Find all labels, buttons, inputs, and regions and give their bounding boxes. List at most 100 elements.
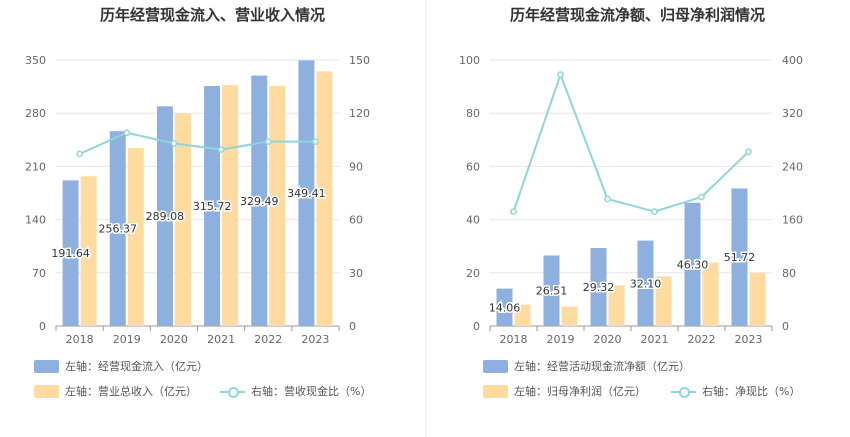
- y-right-tick-label: 160: [782, 214, 803, 227]
- x-tick-label: 2020: [160, 333, 188, 346]
- ratio-point: [312, 138, 319, 145]
- bar-data-label: 51.72: [724, 251, 756, 264]
- ratio-point: [76, 150, 83, 158]
- x-tick-label: 2023: [735, 333, 763, 346]
- bar-secondary: [749, 272, 766, 326]
- ratio-point: [698, 193, 705, 201]
- y-left-tick-label: 140: [25, 214, 46, 227]
- y-right-tick-label: 0: [782, 320, 789, 333]
- ratio-point: [604, 195, 611, 203]
- y-right-tick-label: 320: [782, 107, 803, 120]
- y-left-tick-label: 80: [466, 107, 480, 120]
- x-tick-label: 2018: [500, 333, 528, 346]
- y-right-tick-label: 0: [349, 320, 356, 333]
- bar-data-label: 329.49: [240, 195, 279, 208]
- y-right-tick-label: 60: [349, 214, 363, 227]
- legend-item-net-cash-ratio[interactable]: 右轴：净现比（%）: [671, 383, 800, 399]
- y-right-tick-label: 120: [349, 107, 370, 120]
- bar-data-label: 256.37: [99, 223, 138, 236]
- bar-secondary: [127, 148, 144, 326]
- ratio-point: [217, 146, 225, 153]
- y-left-tick-label: 350: [25, 54, 46, 67]
- legend-swatch-orange: [483, 384, 508, 398]
- bar-secondary: [608, 285, 625, 326]
- bar-primary: [62, 180, 79, 326]
- chart-panel-left: 历年经营现金流入、营业收入情况 0 70 140 210 280 350 0 30 60 90 12…: [25, 6, 371, 399]
- bar-primary: [543, 255, 560, 326]
- bar-data-label: 26.51: [536, 285, 568, 298]
- legend-item-revenue-cash-ratio[interactable]: 右轴：营收现金比（%）: [220, 383, 371, 399]
- bar-secondary: [514, 304, 531, 326]
- legend-item-revenue[interactable]: 左轴：营业总收入（亿元）: [34, 383, 197, 399]
- ratio-point: [510, 208, 517, 215]
- legend-label: 左轴：经营活动现金流净额（亿元）: [514, 360, 690, 373]
- bar-primary: [109, 131, 126, 326]
- bar-data-label: 289.08: [146, 210, 185, 223]
- bar-data-label: 315.72: [193, 200, 232, 213]
- bar-primary: [684, 202, 701, 326]
- y-left-tick-label: 60: [466, 160, 480, 173]
- legend-swatch-blue: [483, 359, 508, 373]
- legend-item-cash-inflow[interactable]: 左轴：经营现金流入（亿元）: [34, 358, 208, 374]
- y-right-tick-label: 240: [782, 160, 803, 173]
- bar-primary: [637, 240, 654, 326]
- legend-label: 左轴：营业总收入（亿元）: [65, 385, 197, 398]
- bar-primary: [496, 288, 513, 326]
- ratio-point: [557, 71, 564, 78]
- ratio-line: [512, 71, 750, 213]
- ratio-point: [123, 129, 131, 137]
- bar-data-label: 32.10: [630, 277, 662, 290]
- y-left-tick-label: 0: [473, 320, 480, 333]
- ratio-line: [79, 131, 316, 155]
- y-right-tick-label: 90: [349, 160, 363, 173]
- x-tick-label: 2020: [594, 333, 622, 346]
- bar-secondary: [702, 262, 719, 326]
- y-right-tick-label: 400: [782, 54, 803, 67]
- bar-secondary: [80, 176, 97, 326]
- ratio-point: [651, 208, 658, 215]
- x-tick-label: 2021: [207, 333, 235, 346]
- legend-item-net-cash-flow[interactable]: 左轴：经营活动现金流净额（亿元）: [483, 358, 690, 374]
- x-tick-label: 2019: [547, 333, 575, 346]
- y-right-tick-label: 80: [782, 267, 796, 280]
- legend-line-marker-icon: [671, 385, 696, 398]
- y-left-tick-label: 100: [459, 54, 480, 67]
- y-left-tick-label: 210: [25, 160, 46, 173]
- x-tick-label: 2022: [688, 333, 716, 346]
- legend-item-net-profit[interactable]: 左轴：归母净利润（亿元）: [483, 383, 646, 399]
- legend-label: 左轴：经营现金流入（亿元）: [65, 360, 208, 373]
- legend-label: 左轴：归母净利润（亿元）: [514, 385, 646, 398]
- bar-data-label: 191.64: [51, 247, 90, 260]
- bar-primary: [251, 75, 268, 326]
- bar-secondary: [174, 113, 191, 326]
- x-tick-label: 2018: [66, 333, 94, 346]
- legend-label: 右轴：净现比（%）: [702, 385, 801, 398]
- ratio-point: [745, 148, 752, 156]
- legend-label: 右轴：营收现金比（%）: [251, 385, 372, 398]
- bar-data-label: 29.32: [583, 281, 615, 294]
- y-left-tick-label: 0: [39, 320, 46, 333]
- bar-secondary: [316, 71, 333, 327]
- y-left-tick-label: 40: [466, 214, 480, 227]
- legend-swatch-orange: [34, 384, 59, 398]
- legend-swatch-blue: [34, 359, 59, 373]
- ratio-point: [170, 139, 178, 147]
- y-left-tick-label: 20: [466, 267, 480, 280]
- y-right-tick-label: 150: [349, 54, 370, 67]
- chart-svg-right: 0 20 40 60 80 100 0 80 160 240 320 400 2018 2019 2020 2…: [459, 54, 803, 346]
- chart-panel-right: 历年经营现金流净额、归母净利润情况 0 20 40 60 80 100 0 80 160 240 3…: [425, 0, 850, 437]
- bar-primary: [731, 188, 748, 326]
- x-tick-label: 2022: [254, 333, 282, 346]
- x-tick-label: 2023: [301, 333, 329, 346]
- bar-data-label: 46.30: [677, 258, 709, 271]
- x-tick-label: 2021: [641, 333, 669, 346]
- x-tick-label: 2019: [113, 333, 141, 346]
- y-left-tick-label: 280: [25, 107, 46, 120]
- bar-secondary: [222, 85, 239, 326]
- y-left-tick-label: 70: [32, 267, 46, 280]
- bar-secondary: [561, 306, 578, 326]
- chart-title-right: 历年经营现金流净额、归母净利润情况: [509, 6, 765, 24]
- bar-primary: [590, 248, 607, 326]
- bar-primary: [156, 106, 173, 327]
- ratio-point: [264, 138, 272, 145]
